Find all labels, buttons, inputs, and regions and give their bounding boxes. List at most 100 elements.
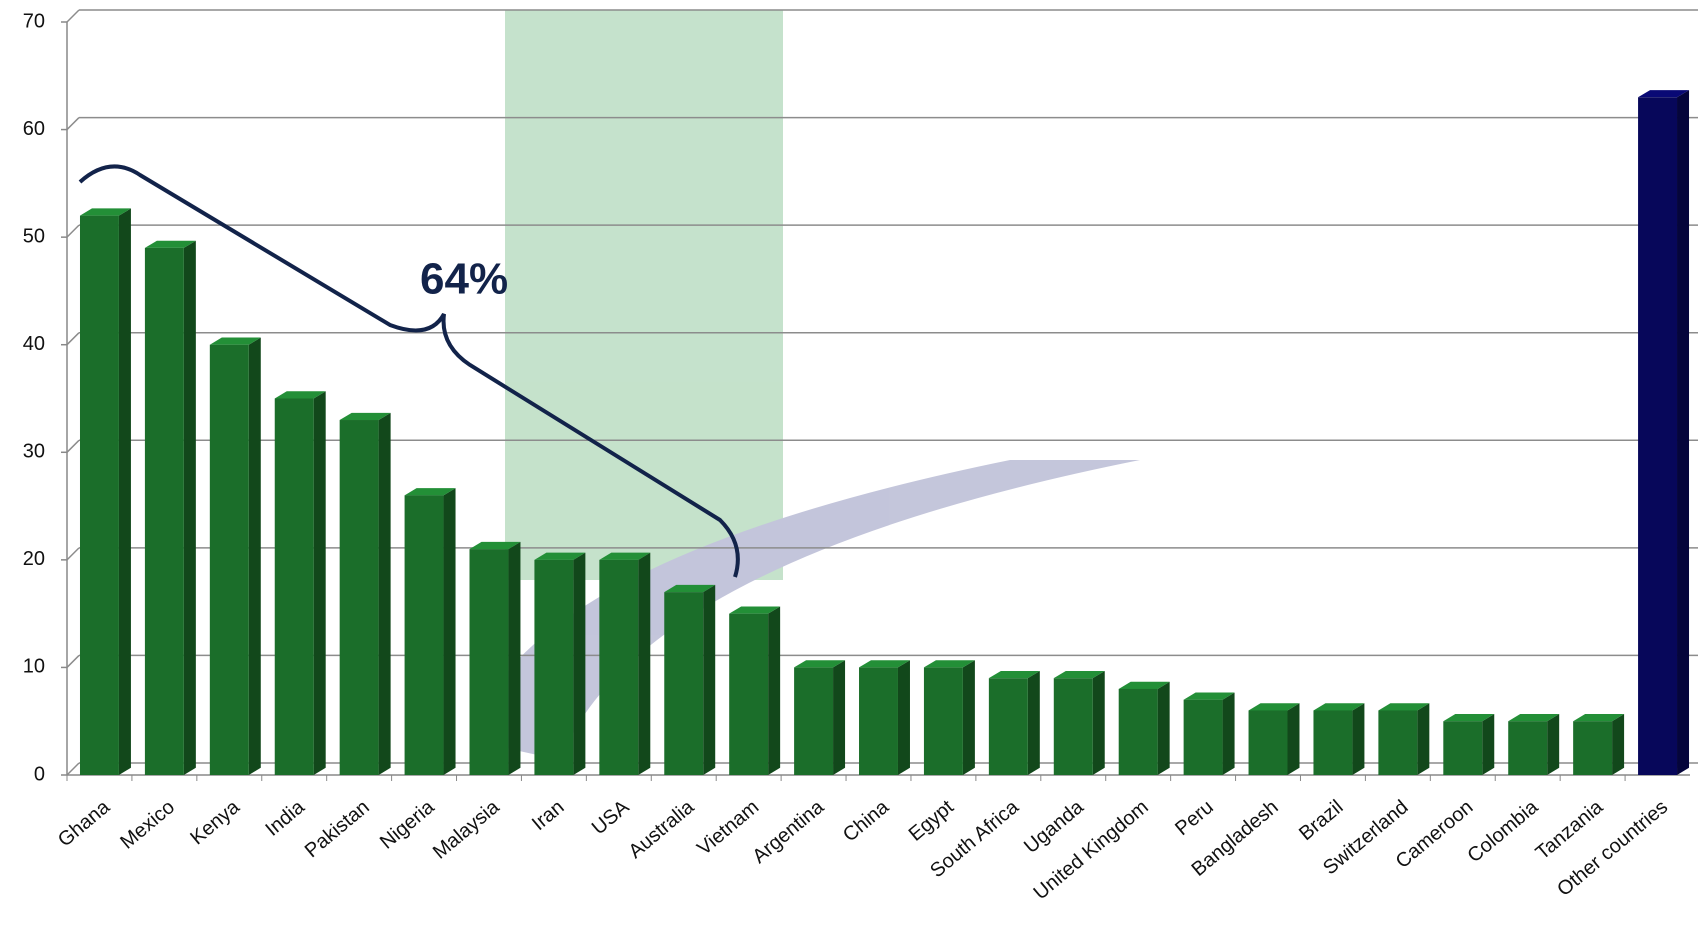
grid-line <box>66 9 80 23</box>
grid-line <box>66 224 80 238</box>
bar <box>599 559 639 775</box>
bar-side <box>897 660 910 775</box>
x-tick-label: Other countries <box>1553 796 1672 901</box>
bar <box>339 420 379 775</box>
grid-line <box>66 332 80 346</box>
bar-top <box>209 337 261 345</box>
bar <box>664 592 704 775</box>
y-tick-label: 30 <box>23 441 45 463</box>
bar-top <box>274 391 326 399</box>
bar-top <box>859 660 910 668</box>
bar <box>923 667 963 775</box>
bar <box>794 667 834 775</box>
bar-top <box>1508 714 1560 722</box>
brace <box>78 164 740 578</box>
bar <box>729 613 769 775</box>
bar-top <box>1313 703 1365 711</box>
bar-side <box>1482 714 1495 775</box>
bar-top <box>534 552 586 560</box>
bar <box>534 559 574 775</box>
y-tick-label: 10 <box>23 656 45 678</box>
bar-top <box>1638 90 1690 98</box>
y-tick-label: 70 <box>23 10 45 32</box>
bar-side <box>573 552 586 775</box>
bar <box>1183 699 1223 775</box>
y-tick-label: 60 <box>23 118 45 140</box>
bar-side <box>1287 703 1300 775</box>
y-tick-label: 0 <box>34 763 45 785</box>
bar-top <box>988 670 1040 679</box>
bar-top <box>794 660 846 668</box>
bar-top <box>1248 703 1300 711</box>
bar-top <box>1573 714 1625 722</box>
x-tick-label: USA <box>588 796 634 840</box>
bar-side <box>1352 703 1365 775</box>
bar <box>1508 721 1548 775</box>
x-tick-label: India <box>261 795 309 840</box>
bar <box>1053 678 1093 775</box>
bar-side <box>1222 692 1235 775</box>
bar-top <box>1183 692 1235 700</box>
bar-side <box>508 541 521 775</box>
x-tick-label: Colombia <box>1463 795 1543 867</box>
bar <box>1443 721 1483 775</box>
x-tick-label: Australia <box>625 795 699 862</box>
y-tick-label: 20 <box>23 548 45 570</box>
bar-top <box>1378 703 1430 711</box>
x-tick-label: Malaysia <box>429 795 504 863</box>
bar-top <box>923 660 975 668</box>
bar-top <box>144 240 196 248</box>
y-tick-label: 50 <box>23 225 45 247</box>
bar <box>79 215 119 776</box>
bar <box>988 678 1028 775</box>
bar-side <box>1417 703 1430 775</box>
x-tick-label: Argentina <box>748 795 828 867</box>
bar <box>1118 688 1158 775</box>
bar <box>469 549 509 775</box>
x-tick-label: China <box>839 795 894 846</box>
bar-side <box>1612 714 1625 775</box>
grid-line <box>66 117 80 131</box>
bar <box>1573 721 1613 775</box>
bar <box>1378 710 1418 775</box>
bar-side <box>118 208 131 775</box>
bar-top <box>729 606 781 614</box>
bar-side <box>378 412 391 775</box>
bar-side <box>768 606 781 775</box>
bar <box>144 247 184 775</box>
bar-side <box>703 584 716 775</box>
bar-side <box>443 488 456 775</box>
x-tick-label: Mexico <box>116 796 179 854</box>
bar-top <box>1118 681 1170 689</box>
bar-side <box>1092 670 1105 775</box>
bar-side <box>248 337 261 775</box>
bar-side <box>183 240 196 775</box>
bar-top <box>469 541 521 550</box>
bar-top <box>1053 670 1105 679</box>
bar-top <box>664 584 716 593</box>
x-tick-label: Kenya <box>186 795 244 849</box>
x-tick-label: Egypt <box>905 796 959 846</box>
grid-line <box>66 439 80 453</box>
bar <box>274 398 314 775</box>
x-tick-label: Peru <box>1171 796 1218 840</box>
x-tick-label: Ghana <box>54 795 115 851</box>
bar <box>404 495 444 775</box>
grid-line <box>66 654 80 668</box>
bar-top <box>599 552 651 560</box>
annotation: 64% <box>420 255 508 304</box>
bar-side <box>313 391 326 775</box>
x-tick-label: Pakistan <box>301 796 374 862</box>
y-tick-label: 40 <box>23 333 45 355</box>
x-tick-label: Brazil <box>1295 796 1347 845</box>
bar <box>1248 710 1288 775</box>
bar-side <box>962 660 975 775</box>
bar-top <box>79 208 131 216</box>
grid-line <box>66 547 80 561</box>
bar-side <box>1157 681 1170 775</box>
bar <box>1638 97 1678 776</box>
x-tick-label: United Kingdom <box>1030 796 1153 904</box>
bar <box>859 667 898 775</box>
bar-side <box>833 660 846 775</box>
x-tick-label: Iran <box>528 796 569 835</box>
